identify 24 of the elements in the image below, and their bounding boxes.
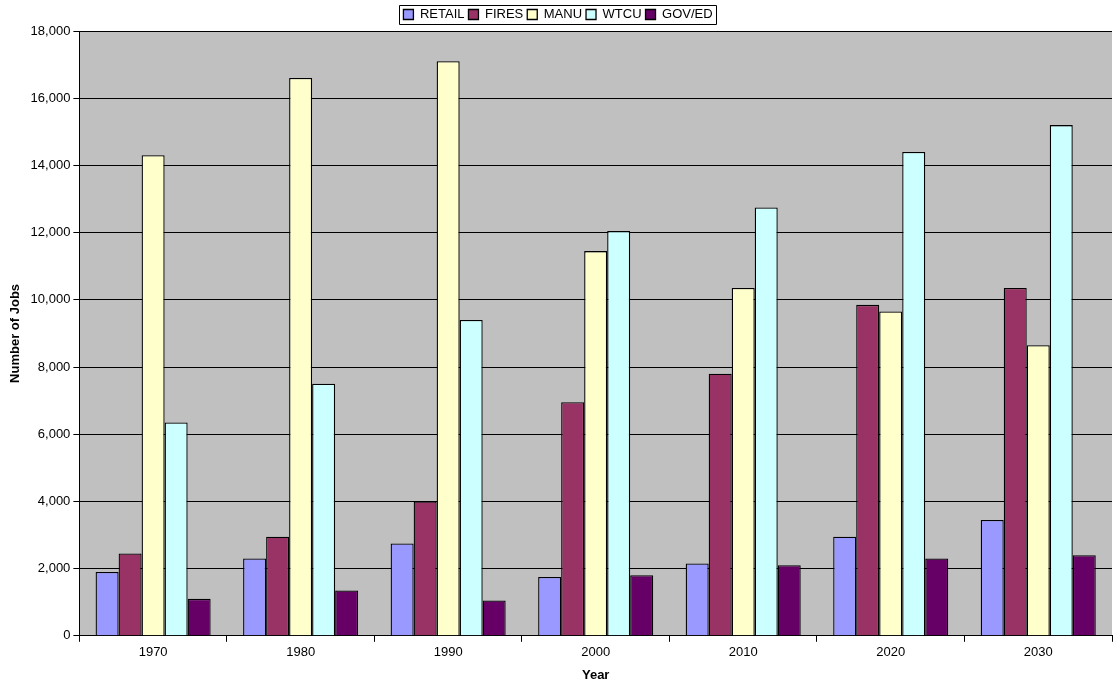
legend-label: GOV/ED: [662, 6, 713, 22]
legend-label: FIRES: [484, 6, 524, 22]
x-tick-label: 1990: [433, 644, 463, 660]
x-tick-label: 2020: [876, 644, 906, 660]
x-tick-label: 2010: [728, 644, 758, 660]
y-tick-label: 0: [63, 627, 71, 643]
legend-label: MANU: [543, 6, 583, 22]
x-axis-title: Year: [581, 666, 610, 682]
y-tick-label: 12,000: [30, 224, 71, 240]
y-tick-label: 18,000: [30, 22, 71, 38]
y-tick-label: 4,000: [37, 492, 71, 508]
x-tick-label: 2000: [581, 644, 611, 660]
y-tick-label: 2,000: [37, 560, 71, 576]
y-axis-title: Number of Jobs: [7, 283, 23, 383]
y-tick-label: 10,000: [30, 291, 71, 307]
x-tick-label: 1980: [286, 644, 316, 660]
y-tick-label: 16,000: [30, 89, 71, 105]
y-tick-label: 8,000: [37, 358, 71, 374]
y-tick-label: 6,000: [37, 425, 71, 441]
legend-label: WTCU: [602, 6, 642, 22]
x-tick-label: 2030: [1023, 644, 1053, 660]
x-tick-label: 1970: [138, 644, 168, 660]
legend-label: RETAIL: [419, 6, 465, 22]
y-tick-label: 14,000: [30, 156, 71, 172]
